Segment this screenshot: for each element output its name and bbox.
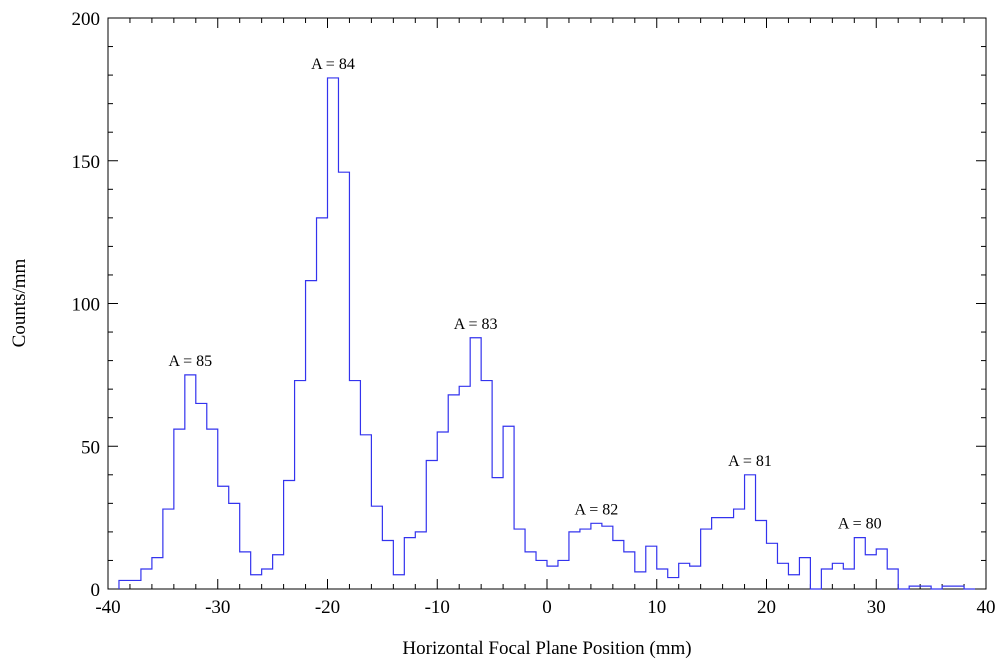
y-tick-label: 0	[91, 580, 101, 601]
x-tick-label: -30	[205, 597, 230, 618]
x-axis-title: Horizontal Focal Plane Position (mm)	[402, 638, 691, 659]
peak-annotation-label: A = 82	[575, 501, 619, 518]
x-tick-label: 10	[647, 597, 666, 618]
x-tick-labels: -40 -30 -20 -10 0 10 20 30 40	[95, 597, 995, 618]
peak-annotations: A = 85 A = 84 A = 83 A = 82 A = 81 A = 80	[168, 56, 881, 533]
x-tick-label: 20	[757, 597, 776, 618]
peak-annotation-label: A = 80	[838, 516, 882, 533]
peak-annotation-label: A = 84	[311, 56, 355, 73]
y-axis-title: Counts/mm	[9, 258, 30, 347]
y-tick-label: 100	[72, 295, 101, 316]
peak-annotation-label: A = 81	[728, 453, 772, 470]
y-tick-label: 150	[72, 152, 101, 173]
x-tick-label: 30	[867, 597, 886, 618]
x-tick-label: 0	[542, 597, 552, 618]
x-tick-label: -20	[315, 597, 340, 618]
x-tick-label: 40	[977, 597, 996, 618]
x-tick-label: -40	[95, 597, 120, 618]
peak-annotation-label: A = 83	[454, 316, 498, 333]
tick-marks	[107, 17, 987, 590]
histogram-series-line	[118, 77, 976, 590]
peak-annotation-label: A = 85	[168, 353, 212, 370]
x-tick-label: -10	[425, 597, 450, 618]
y-tick-label: 50	[81, 437, 100, 458]
y-tick-label: 200	[72, 9, 101, 30]
y-tick-labels: 0 50 100 150 200	[72, 9, 101, 601]
